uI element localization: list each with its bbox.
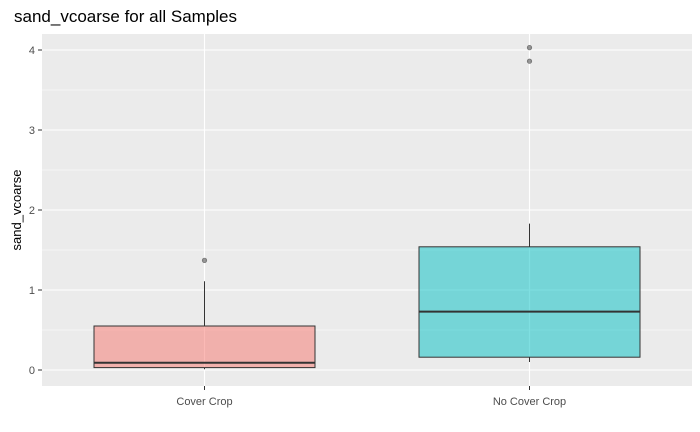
box-no-cover-crop (418, 44, 641, 362)
outlier-point (201, 257, 208, 264)
y-tick-label: 0 (29, 365, 35, 377)
chart-title: sand_vcoarse for all Samples (14, 7, 237, 26)
y-tick-label: 1 (29, 285, 35, 297)
x-tick-label: No Cover Crop (493, 396, 566, 408)
x-tick-label: Cover Crop (176, 396, 232, 408)
box-body (93, 325, 316, 369)
outlier-point (526, 44, 533, 51)
outlier-point (526, 58, 533, 64)
y-axis-title: sand_vcoarse (9, 170, 24, 251)
box-cover-crop (93, 257, 316, 370)
y-tick-label: 3 (29, 125, 35, 137)
y-axis: 0 1 2 3 4 (29, 45, 42, 377)
x-axis: Cover Crop No Cover Crop (176, 386, 566, 408)
y-tick-label: 4 (29, 45, 35, 57)
box-layer (93, 44, 641, 370)
box-body (418, 246, 641, 358)
y-tick-label: 2 (29, 205, 35, 217)
